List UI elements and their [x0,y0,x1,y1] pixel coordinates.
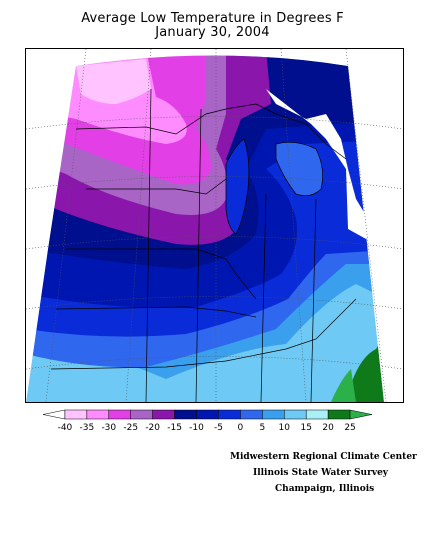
legend-tick-label: 20 [322,423,334,433]
legend-tick-label: 15 [300,423,311,433]
legend-swatch [284,409,307,420]
map-date: January 30, 2004 [155,25,270,40]
legend-swatch [218,409,241,420]
band-20-25 [346,329,384,402]
no-data-east [348,49,403,402]
legend-tick-label: 0 [238,423,244,433]
band-m40-m35 [76,59,151,104]
legend-swatch [152,409,175,420]
legend-tick-label: -15 [167,423,182,433]
legend-swatch [262,409,285,420]
legend-swatch [86,409,110,420]
legend-swatches [42,409,373,420]
legend-swatch [42,409,66,420]
color-legend: -40 -35 -30 -25 -20 -15 -10 -5 0 5 10 15 20 25 [42,409,373,433]
temperature-bands [26,55,384,402]
lake-huron [276,142,323,196]
graticule [26,49,403,402]
legend-swatch [196,409,219,420]
legend-tick-label: -25 [123,423,138,433]
map-title: Average Low Temperature in Degrees F [81,11,344,26]
legend-tick-label: -20 [145,423,160,433]
legend-swatch [130,409,153,420]
legend-swatch [64,409,88,420]
credit-survey: Illinois State Water Survey [253,468,389,478]
legend-tick-label: -35 [80,423,95,433]
legend-tick-label: -40 [58,423,73,433]
no-data-west [26,49,403,402]
temperature-map-canvas [26,49,403,402]
lake-michigan [226,139,249,234]
legend-swatch [305,409,329,420]
temperature-map [25,48,404,403]
legend-tick-label: 10 [279,423,291,433]
legend-tick-label: -30 [101,423,116,433]
band-25-plus [331,369,356,402]
no-data-canada [266,89,371,239]
legend-tick-label: -10 [189,423,204,433]
boundaries [50,88,357,402]
credit-organization: Midwestern Regional Climate Center [230,452,417,462]
legend-swatch [349,409,373,420]
legend-tick-label: 5 [259,423,265,433]
legend-tick-label: 25 [344,423,355,433]
legend-tick-label: -5 [214,423,223,433]
credit-location: Champaign, Illinois [275,484,375,494]
legend-swatch [108,409,131,420]
legend-swatch [240,409,263,420]
legend-swatch [327,409,351,420]
legend-tick-labels: -40 -35 -30 -25 -20 -15 -10 -5 0 5 10 15 20 25 [58,423,356,433]
legend-swatch [174,409,197,420]
